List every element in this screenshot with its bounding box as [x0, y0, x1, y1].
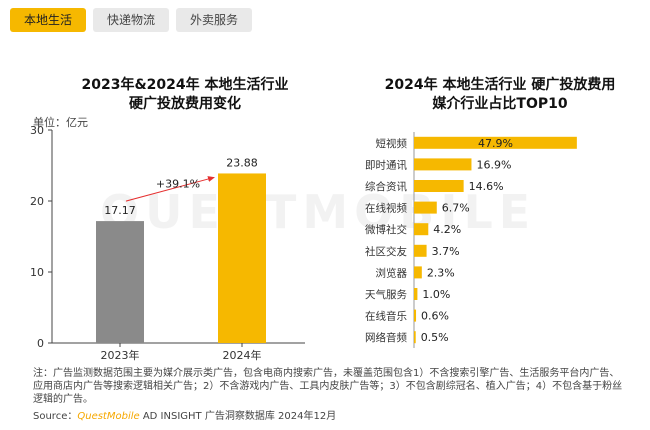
- left-bar-2: [218, 173, 266, 343]
- right-bar-8: [414, 288, 418, 300]
- right-bar-2: [414, 158, 472, 171]
- growth-label: +39.1%: [156, 177, 200, 190]
- right-category-label: 网络音频: [365, 331, 407, 344]
- growth-arrow: [125, 176, 215, 202]
- right-bar-value-label: 14.6%: [469, 180, 504, 193]
- right-category-label: 在线视频: [365, 202, 407, 215]
- right-bar-value-label: 6.7%: [442, 202, 470, 215]
- right-bar-10: [414, 331, 416, 344]
- left-y-tick-label: 20: [30, 195, 44, 208]
- tab-food-delivery[interactable]: 外卖服务: [176, 8, 253, 32]
- right-bar-value-label: 1.0%: [422, 288, 450, 301]
- right-bar-7: [414, 266, 422, 279]
- right-category-label: 短视频: [376, 137, 408, 150]
- right-bar-value-label: 3.7%: [432, 245, 460, 258]
- right-category-label: 社区交友: [365, 245, 407, 258]
- left-y-tick-label: 0: [37, 337, 44, 350]
- tab-express-logistics[interactable]: 快递物流: [93, 8, 170, 32]
- left-bar-1: [96, 221, 144, 343]
- right-category-label: 在线音乐: [365, 310, 407, 323]
- left-y-tick-label: 10: [30, 266, 44, 279]
- watermark: QUESTMOBILE: [100, 185, 537, 239]
- right-bar-1: [414, 136, 577, 149]
- tab-bar: 本地生活 快递物流 外卖服务: [10, 8, 253, 32]
- left-chart-title: 2023年&2024年 本地生活行业 硬广投放费用变化: [70, 76, 300, 114]
- right-bar-value-label: 0.6%: [421, 310, 449, 323]
- source-prefix: Source：: [33, 411, 78, 422]
- right-chart-title-line1: 2024年 本地生活行业 硬广投放费用: [384, 77, 616, 93]
- left-chart-title-line2: 硬广投放费用变化: [129, 96, 241, 112]
- left-y-tick-label: 30: [30, 124, 44, 137]
- right-category-label: 即时通讯: [365, 158, 407, 171]
- source-line: Source：QuestMobile AD INSIGHT 广告洞察数据库 20…: [33, 407, 336, 422]
- left-x-tick-label: 2023年: [101, 348, 140, 362]
- tab-local-life[interactable]: 本地生活: [10, 8, 87, 32]
- right-bar-value-label: 16.9%: [476, 158, 511, 171]
- right-bar-9: [414, 309, 417, 322]
- right-chart-title-line2: 媒介行业占比TOP10: [432, 96, 568, 112]
- right-bar-5: [414, 223, 429, 236]
- right-bar-4: [414, 201, 437, 214]
- right-category-label: 微博社交: [365, 223, 407, 236]
- source-brand: QuestMobile: [77, 411, 140, 422]
- right-category-label: 综合资讯: [365, 180, 407, 193]
- footnote: 注：广告监测数据范围主要为媒介展示类广告，包含电商内搜索广告，未覆盖范围包含1）…: [33, 368, 623, 405]
- right-bar-value-label: 0.5%: [421, 331, 449, 344]
- right-bar-value-label: 2.3%: [427, 266, 455, 279]
- left-x-tick-label: 2024年: [223, 348, 262, 362]
- right-bar-value-label: 47.9%: [478, 137, 513, 150]
- right-bar-value-label: 4.2%: [433, 223, 461, 236]
- right-category-label: 浏览器: [376, 266, 408, 279]
- left-chart-title-line1: 2023年&2024年 本地生活行业: [81, 77, 289, 93]
- left-chart-unit: 单位：亿元: [33, 116, 88, 129]
- left-bar-value-label: 23.88: [226, 156, 258, 169]
- source-suffix: AD INSIGHT 广告洞察数据库 2024年12月: [139, 411, 337, 422]
- right-category-label: 天气服务: [365, 288, 407, 301]
- left-bar-value-label: 17.17: [104, 204, 136, 217]
- right-bar-6: [414, 244, 427, 257]
- right-bar-3: [414, 180, 464, 192]
- right-chart-title: 2024年 本地生活行业 硬广投放费用 媒介行业占比TOP10: [355, 76, 645, 114]
